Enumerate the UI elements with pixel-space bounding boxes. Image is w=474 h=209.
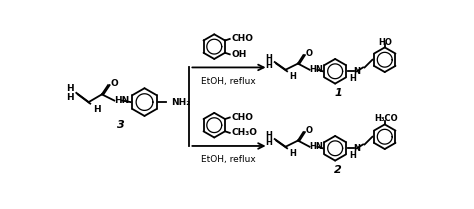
Text: HN: HN bbox=[310, 65, 323, 74]
Text: H: H bbox=[265, 131, 272, 140]
Text: CH₃O: CH₃O bbox=[231, 128, 257, 137]
Text: O: O bbox=[110, 79, 118, 88]
Text: CHO: CHO bbox=[231, 34, 253, 43]
Text: O: O bbox=[305, 49, 312, 58]
Text: H₃CO: H₃CO bbox=[374, 114, 398, 123]
Text: H: H bbox=[66, 84, 74, 93]
Text: CHO: CHO bbox=[231, 113, 253, 122]
Text: N: N bbox=[353, 144, 360, 153]
Text: N: N bbox=[353, 67, 360, 76]
Text: O: O bbox=[305, 126, 312, 135]
Text: H: H bbox=[265, 61, 272, 70]
Text: H: H bbox=[92, 105, 100, 114]
Text: 2: 2 bbox=[334, 165, 342, 175]
Text: EtOH, reflux: EtOH, reflux bbox=[201, 155, 255, 164]
Text: HO: HO bbox=[378, 38, 392, 47]
Text: HN: HN bbox=[114, 96, 129, 105]
Text: H: H bbox=[66, 93, 74, 102]
Text: 1: 1 bbox=[334, 88, 342, 98]
Text: 3: 3 bbox=[118, 120, 125, 130]
Text: H: H bbox=[289, 72, 296, 81]
Text: OH: OH bbox=[231, 50, 246, 59]
Text: HN: HN bbox=[310, 142, 323, 151]
Text: NH₂: NH₂ bbox=[171, 98, 190, 107]
Text: H: H bbox=[349, 152, 356, 161]
Text: H: H bbox=[265, 138, 272, 147]
Text: H: H bbox=[265, 54, 272, 63]
Text: H: H bbox=[289, 149, 296, 158]
Text: EtOH, reflux: EtOH, reflux bbox=[201, 77, 255, 86]
Text: H: H bbox=[349, 74, 356, 83]
